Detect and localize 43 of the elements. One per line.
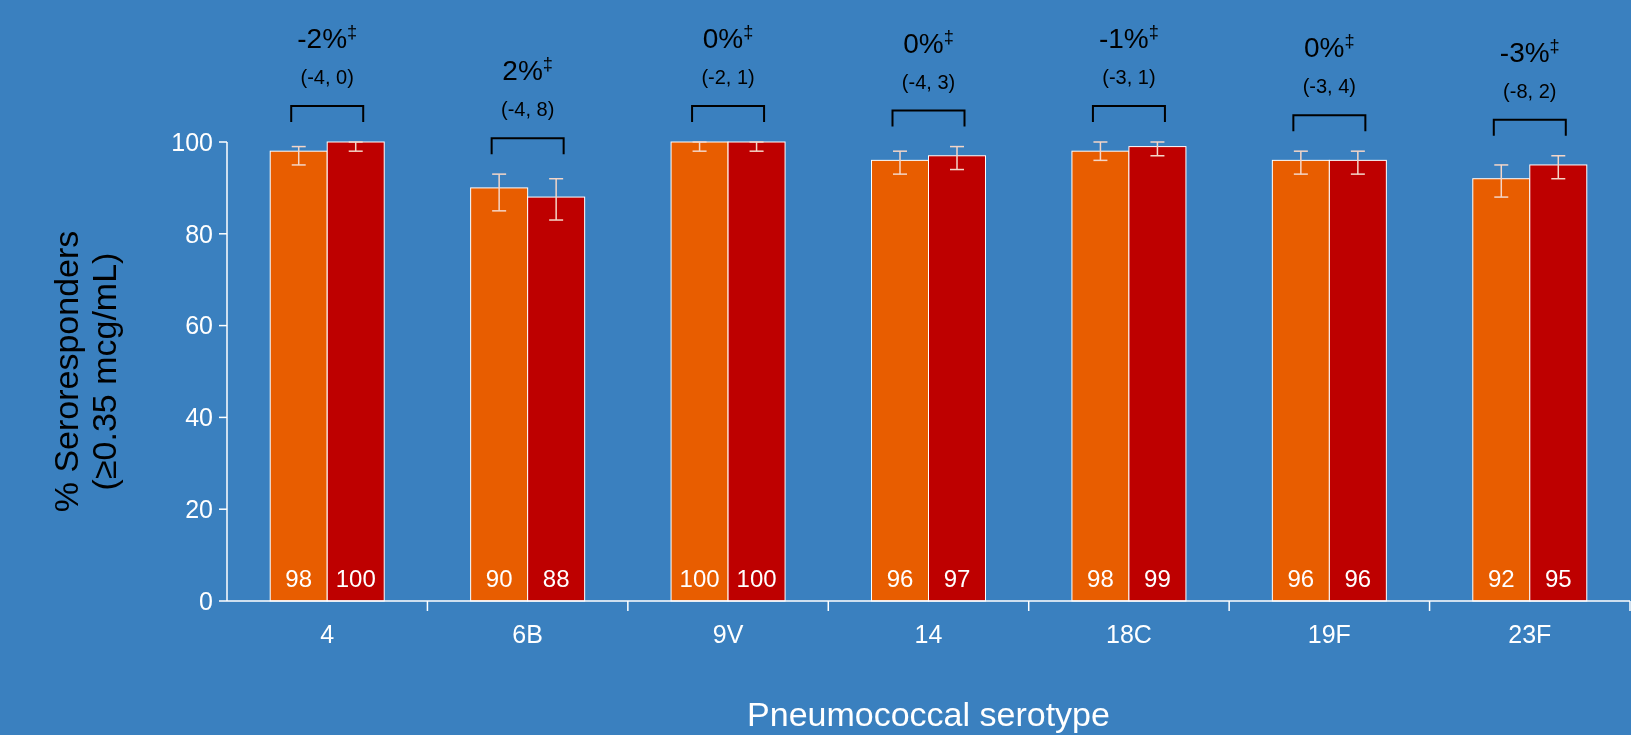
y-tick-label: 60 [185,311,213,340]
text: 2%$^{‡}$ [502,54,553,87]
y-tick-label: 0 [199,586,213,615]
x-tick-label: 18C [1105,620,1152,648]
y-tick-label: 20 [185,494,213,523]
text: 0%$^{‡}$ [903,26,954,59]
y-tick-label: 100 [171,127,213,156]
text: (-3, 1) [1102,66,1156,88]
text: 0%$^{‡}$ [702,22,754,54]
data-label: 98 [1087,565,1114,592]
data-label: 88 [542,565,570,592]
data-label: 99 [1144,565,1171,592]
data-label: 90 [485,565,513,592]
y-tick-label: 80 [185,219,213,248]
data-label: 100 [335,565,376,592]
data-label: 100 [736,565,777,592]
data-label: 96 [1287,565,1315,592]
text: 0%$^{‡}$ [1304,31,1355,64]
x-tick-label: 23F [1508,620,1552,648]
x-tick-label: 9V [712,620,744,648]
data-label: 97 [943,565,971,592]
text: (-3, 4) [1302,75,1357,98]
x-tick-label: 19F [1307,620,1351,648]
text: (-8, 2) [1503,79,1557,102]
text: (-4, 3) [901,70,956,93]
data-label: 96 [1344,565,1372,592]
text: (-4, 8) [500,98,555,121]
x-axis-title: Pneumococcal serotype [747,695,1110,733]
data-label: 92 [1487,565,1515,592]
y-tick-label: 40 [185,403,213,432]
data-label: 98 [285,565,313,592]
x-tick-label: 4 [320,620,335,648]
text: -3%$^{‡}$ [1499,35,1560,68]
data-label: 100 [679,565,720,592]
y-axis-title: % Seroresponders (≥0.35 mcg/mL) [47,230,123,513]
text: -1%$^{‡}$ [1098,22,1159,54]
data-label: 95 [1544,565,1572,592]
text: (-4, 0) [300,66,354,88]
x-tick-label: 14 [914,620,943,648]
data-label: 96 [886,565,914,592]
text: -2%$^{‡}$ [297,22,358,54]
text: (-2, 1) [701,66,755,88]
x-tick-label: 6B [512,620,543,648]
